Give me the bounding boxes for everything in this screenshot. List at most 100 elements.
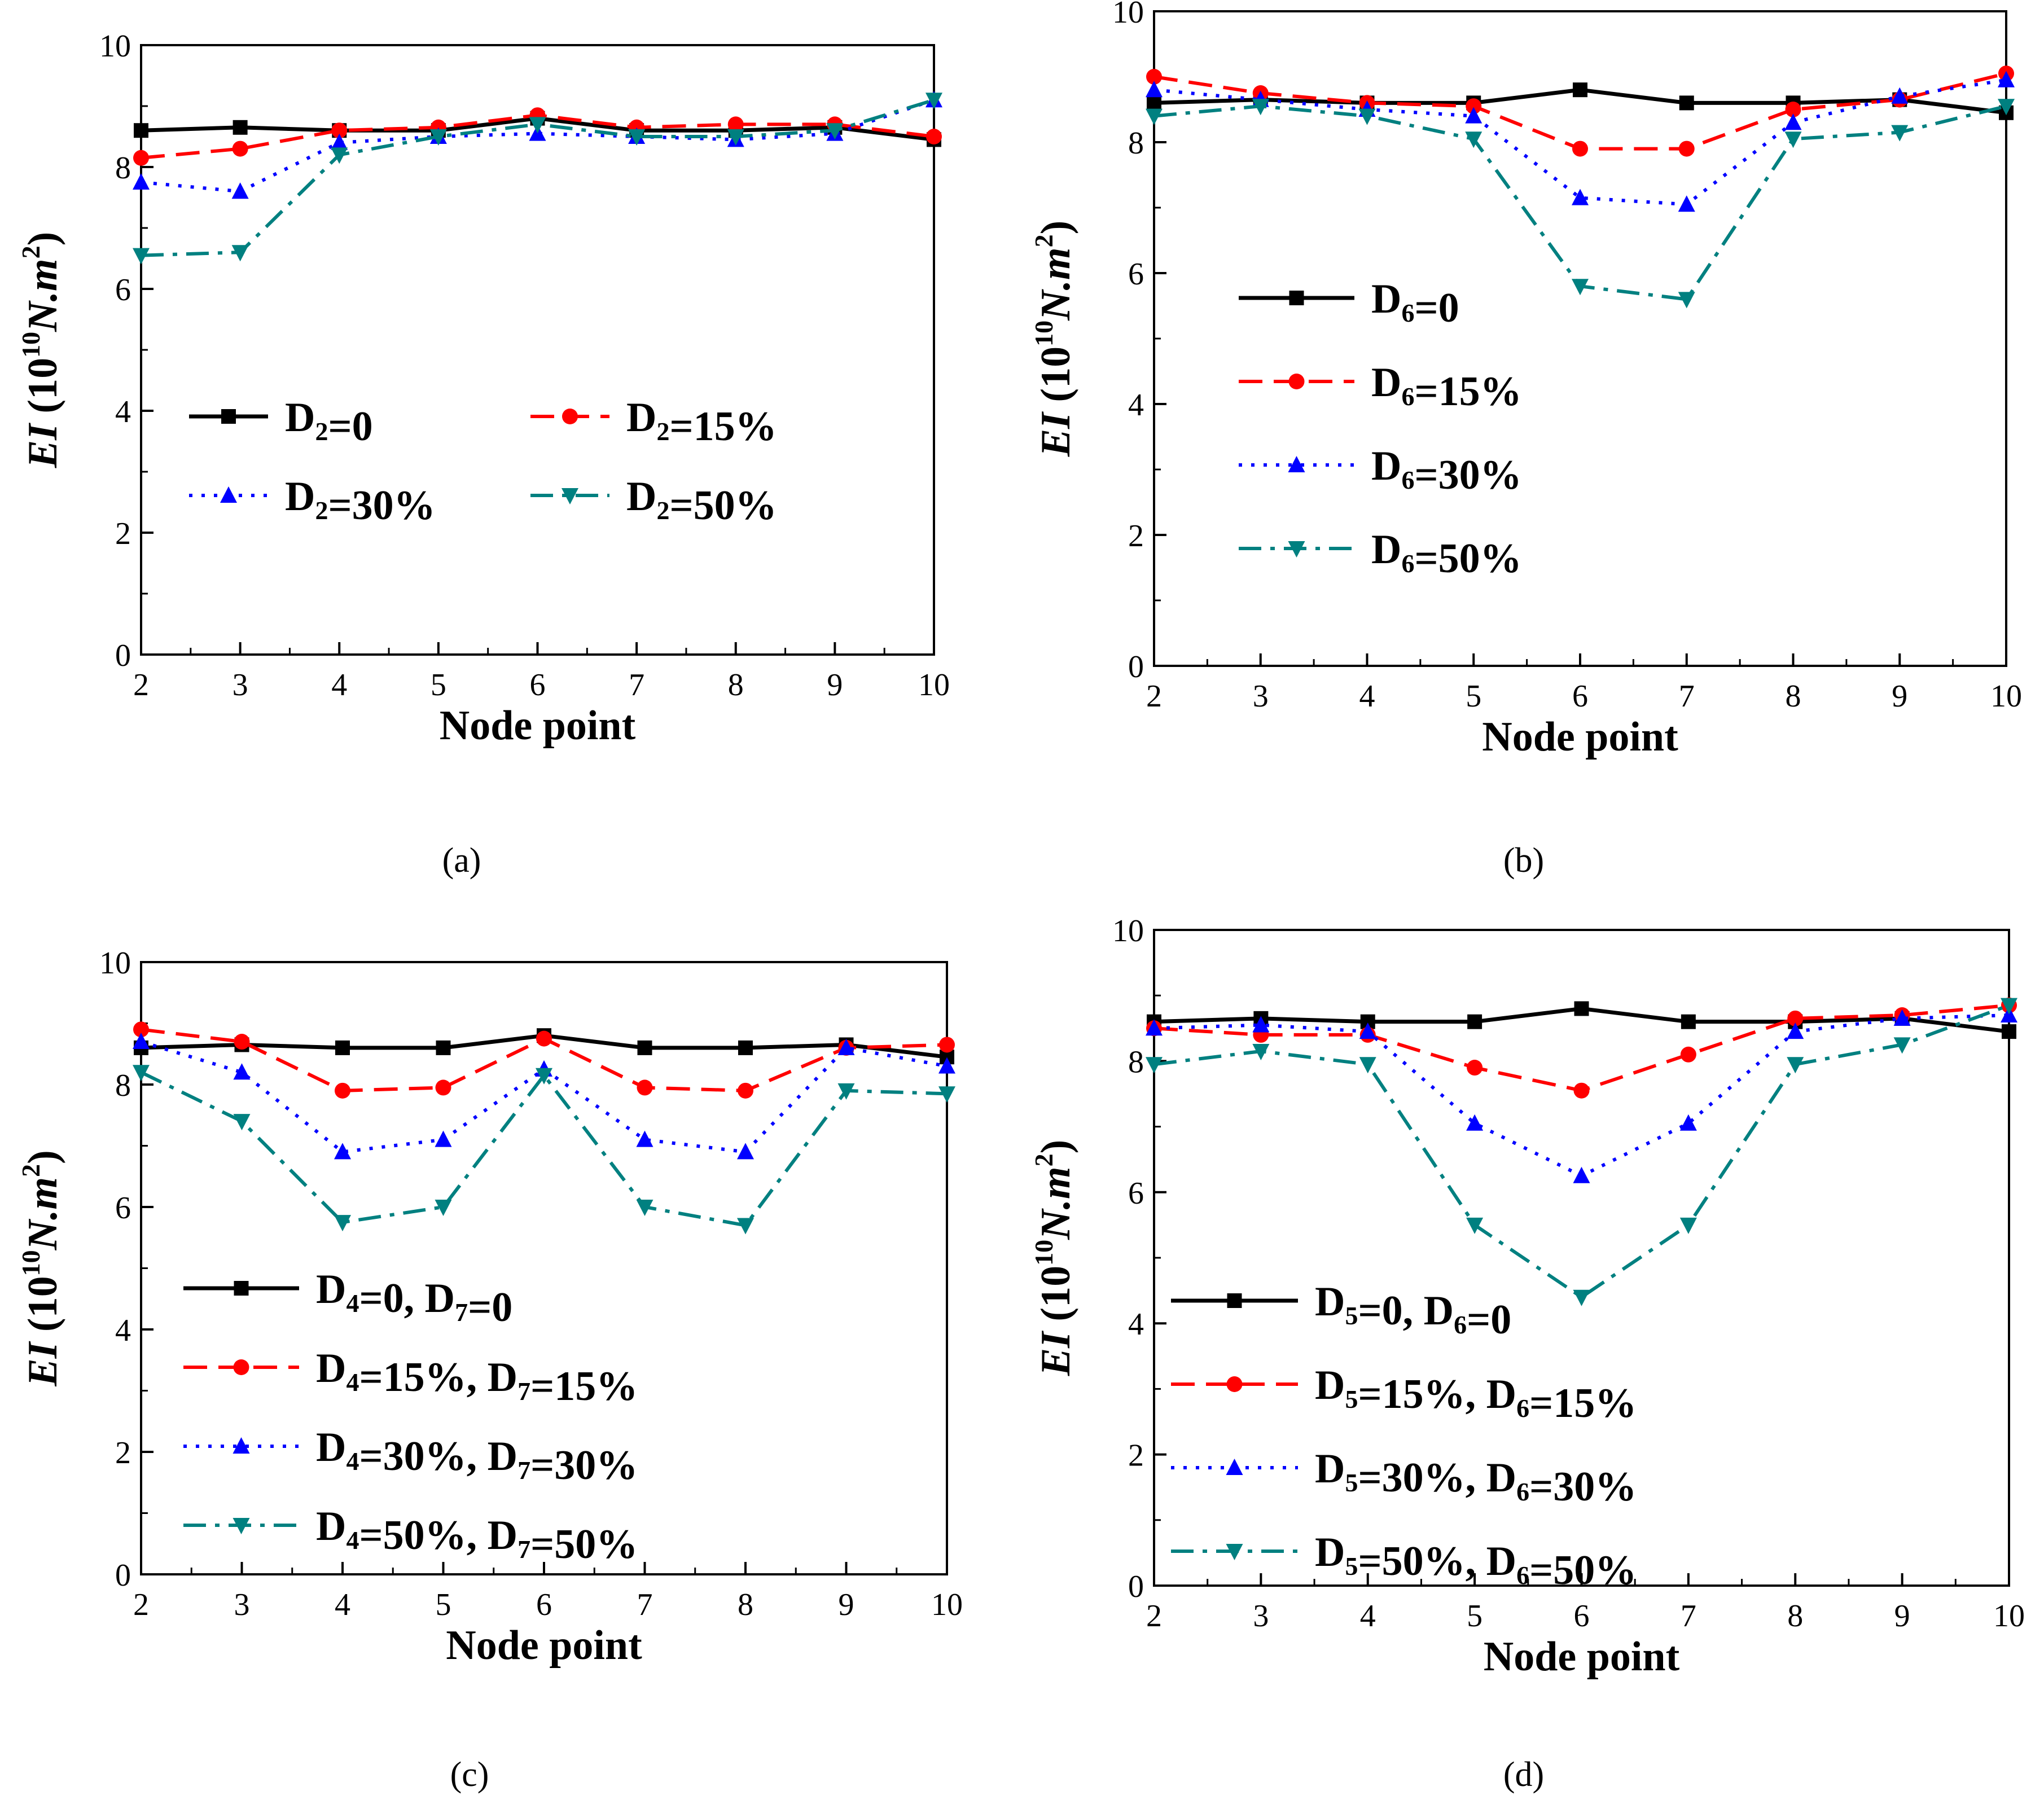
legend-marker [220,486,237,503]
x-tick-label: 8 [1786,679,1801,714]
data-point [1252,1016,1270,1033]
x-tick-label: 4 [335,1587,350,1622]
y-tick-label: 2 [1128,1438,1144,1473]
data-point [1466,1114,1484,1131]
series-2 [133,1033,955,1160]
y-tick-label: 2 [115,516,131,551]
data-point [1146,1057,1163,1074]
data-point [938,1086,955,1103]
y-tick-label: 8 [1128,126,1144,161]
legend-label: D6=30% [1371,443,1522,498]
data-point [1679,1114,1697,1131]
data-point [1891,87,1909,104]
legend-label: D2=0 [285,394,373,450]
data-point [331,122,348,139]
data-point [1998,99,2015,116]
data-point [1784,131,1802,148]
data-point [133,248,150,265]
data-point [738,1040,753,1055]
data-point [1787,1010,1804,1026]
data-point [331,133,348,150]
data-point [637,1040,652,1055]
data-point [334,1215,351,1232]
data-point [1679,95,1694,111]
data-point [1998,71,2015,87]
data-point [938,1057,955,1074]
data-point [1574,1001,1589,1016]
legend-label: D2=15% [626,394,777,450]
data-point [727,116,744,133]
data-point [1572,141,1588,157]
x-tick-label: 10 [1993,1599,2025,1634]
data-point [636,1130,653,1147]
x-tick-label: 5 [1466,679,1481,714]
y-tick-label: 0 [1128,1569,1144,1604]
x-tick-label: 9 [1892,679,1907,714]
data-point [1891,125,1909,142]
series-3 [1146,99,2015,309]
y-tick-label: 4 [1128,388,1144,423]
legend-label: D4=15%, D7=15% [316,1345,638,1410]
data-point [1573,1166,1590,1183]
x-tick-label: 5 [1467,1599,1482,1634]
legend-label: D5=0, D6=0 [1315,1279,1511,1343]
x-axis-label: Node point [1484,1634,1680,1680]
y-axis-label: EI (1010N.m2) [16,1150,66,1386]
legend-marker [233,1518,250,1534]
x-tick-label: 8 [738,1587,753,1622]
data-point [1146,1019,1163,1036]
data-point [1358,108,1376,125]
data-point [331,147,348,164]
data-point [335,1082,350,1099]
data-point [1681,1014,1696,1029]
data-point [536,1030,552,1047]
x-tick-label: 2 [133,668,149,703]
x-tick-label: 6 [530,668,546,703]
data-point [1678,292,1695,309]
legend-label: D5=15%, D6=15% [1315,1362,1637,1426]
panel-caption: (d) [1503,1755,1544,1794]
x-tick-label: 6 [536,1587,552,1622]
x-tick-label: 4 [1360,1599,1376,1634]
data-point [429,129,447,146]
series-1 [133,1021,955,1099]
data-point [637,1079,653,1096]
data-point [133,1021,149,1038]
data-point [1785,102,1801,117]
data-point [231,245,249,262]
legend-marker [1227,1293,1242,1308]
legend: D2=0 D2=15% D2=30% D2=50% [189,394,777,529]
data-point [1466,98,1482,115]
data-point [826,123,844,140]
data-point [1680,1046,1696,1063]
x-tick-label: 3 [233,668,248,703]
panel-caption: (b) [1503,841,1544,880]
y-tick-label: 10 [1112,914,1144,949]
series-3 [133,93,942,265]
data-point [233,1063,251,1080]
legend-label: D2=50% [626,473,777,529]
x-tick-label: 7 [1679,679,1695,714]
y-tick-label: 0 [115,638,131,673]
panel-caption: (a) [442,841,481,880]
data-point [1573,1082,1590,1099]
x-tick-label: 3 [234,1587,250,1622]
series-1 [133,107,942,166]
legend: D5=0, D6=0 D5=15%, D6=15% D5=30%, D6=30% D5… [1171,1279,1637,1594]
legend: D6=0 D6=15% D6=30% D6=50% [1239,276,1522,582]
data-point [926,129,942,144]
data-point [1252,1043,1270,1060]
y-tick-label: 0 [115,1558,131,1593]
legend-marker [1226,1544,1243,1560]
legend-marker [234,1281,249,1296]
x-tick-label: 8 [728,668,744,703]
x-tick-label: 9 [1894,1599,1910,1634]
x-tick-label: 10 [1990,679,2022,714]
y-axis-label: EI (1010N.m2) [1029,221,1079,457]
legend-label: D4=0, D7=0 [316,1266,512,1331]
legend-marker [221,409,236,424]
legend-marker [1288,374,1305,389]
data-point [2002,1024,2016,1039]
